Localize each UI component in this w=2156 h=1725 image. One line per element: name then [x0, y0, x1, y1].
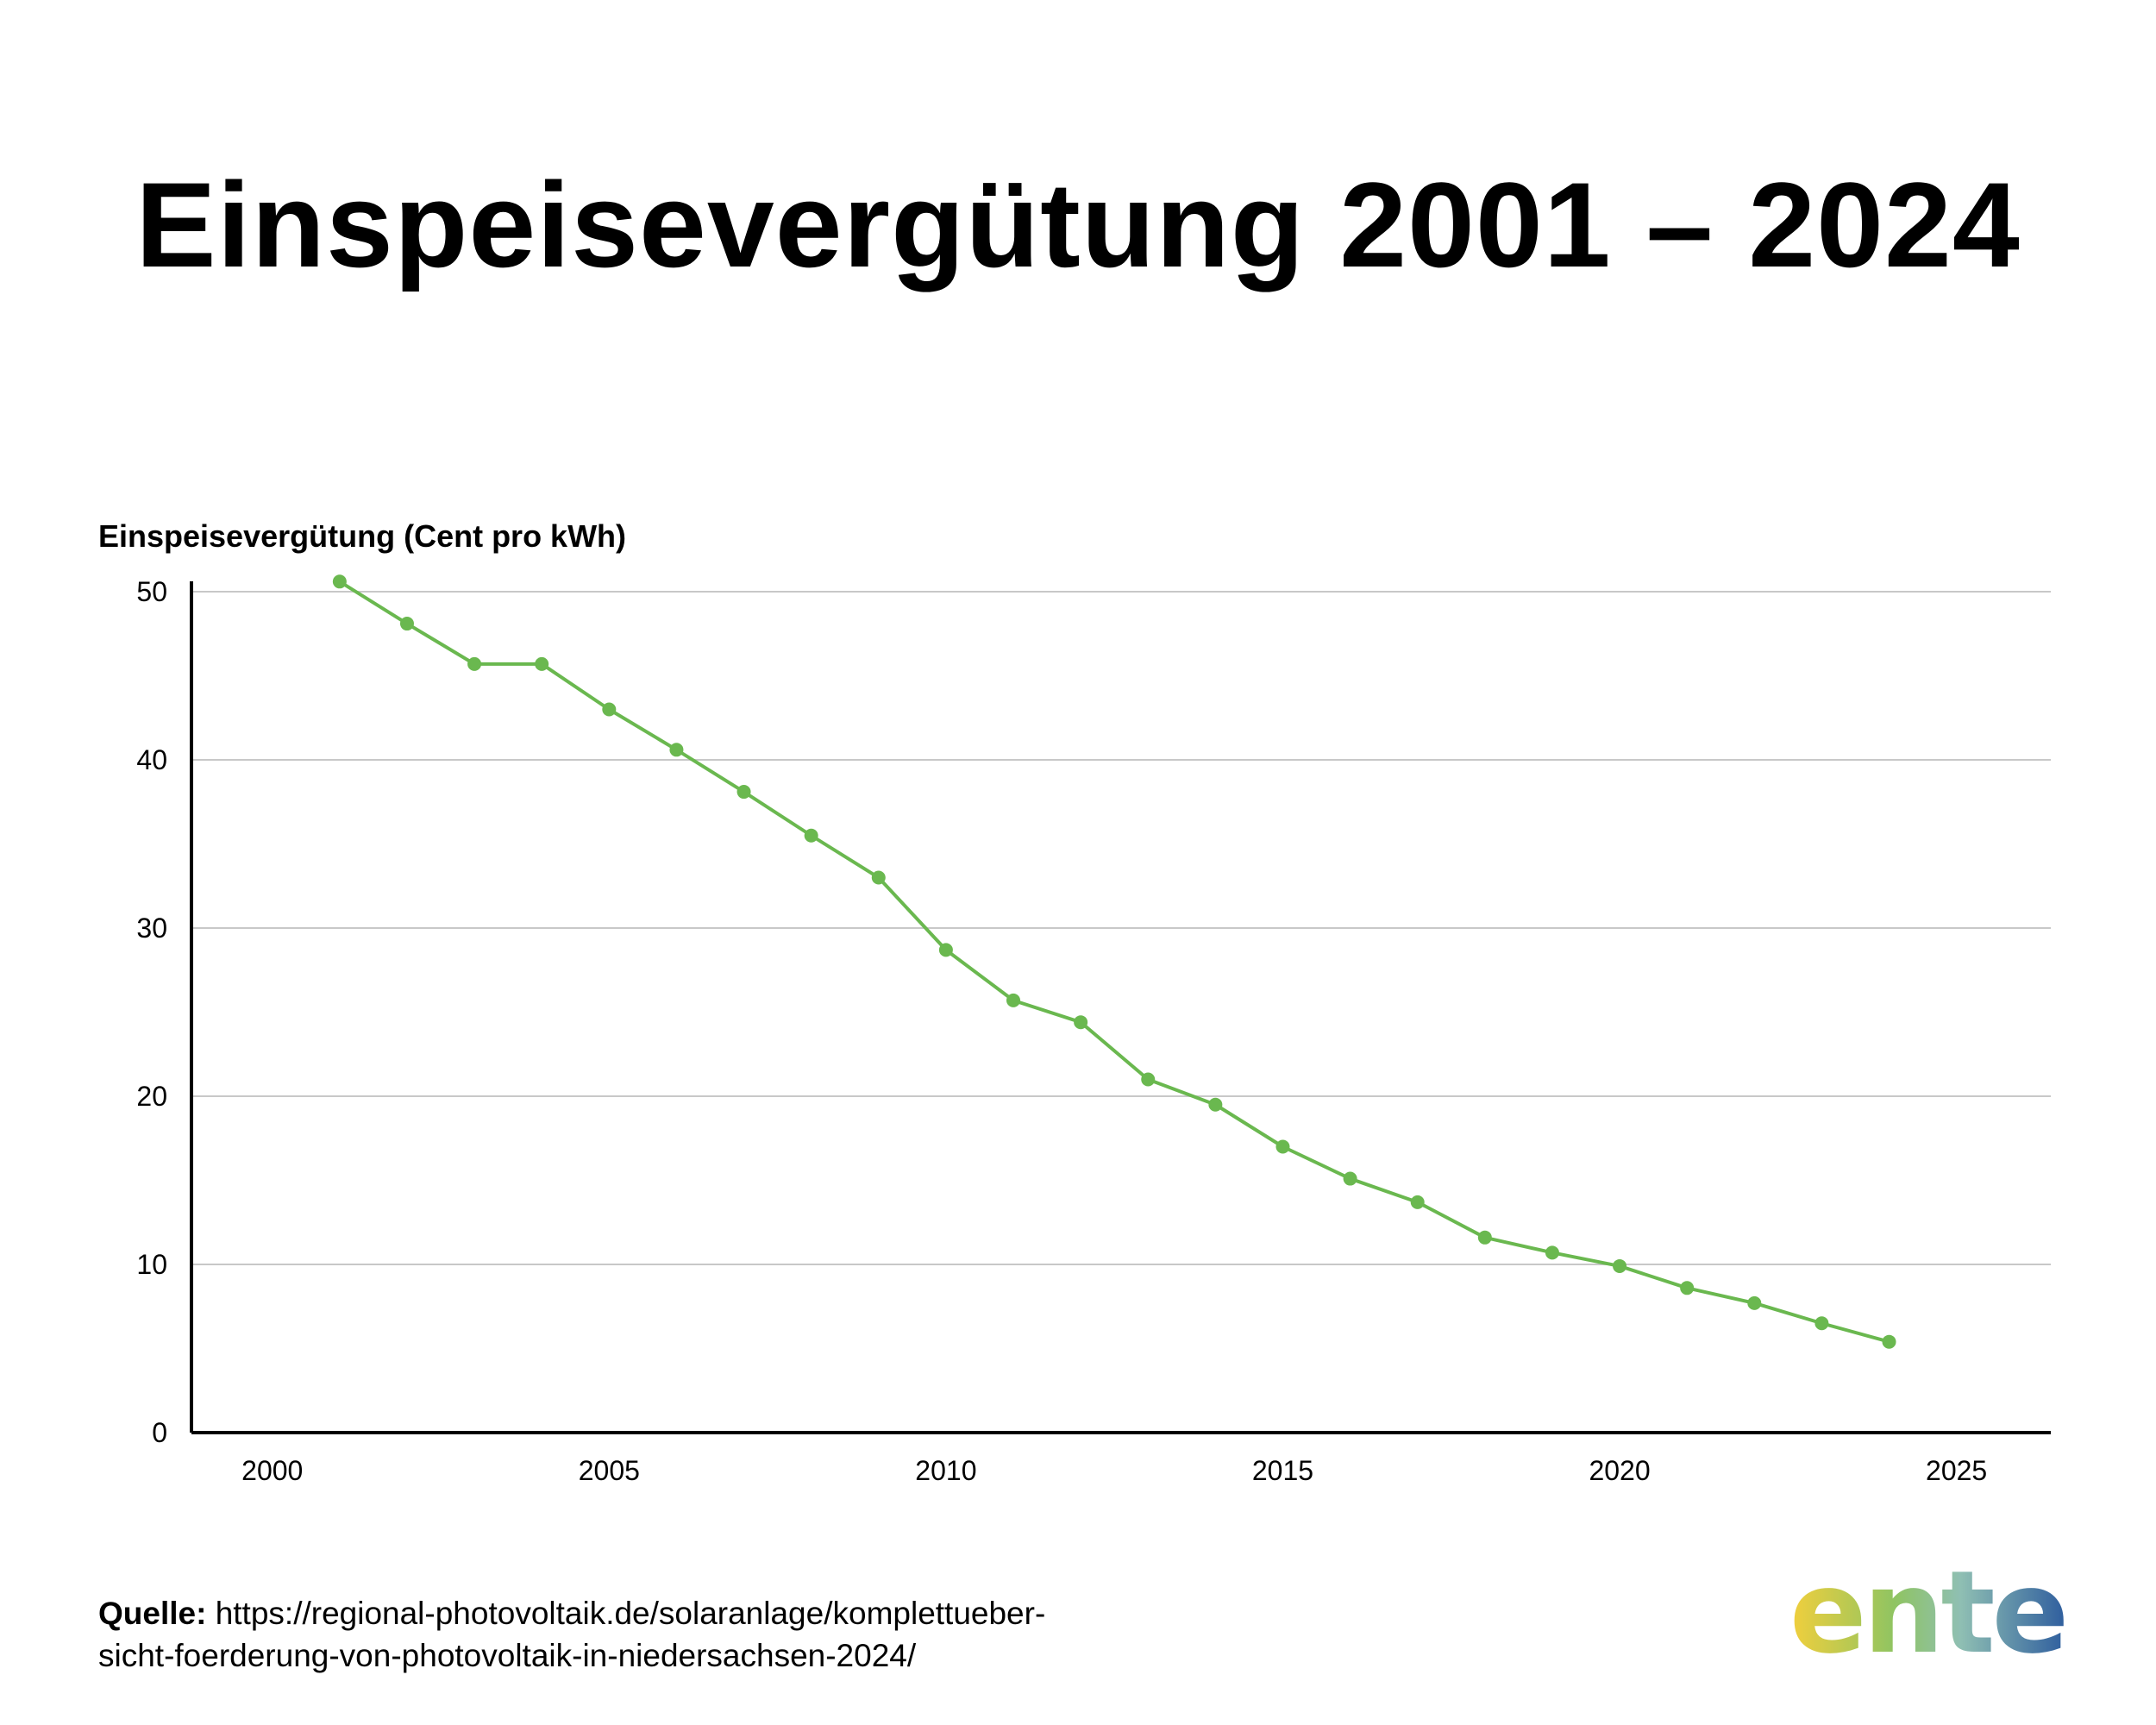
x-tick-label-2010: 2010 [915, 1455, 976, 1486]
x-tick-label-2015: 2015 [1252, 1455, 1313, 1486]
source-note: Quelle: https://regional-photovoltaik.de… [98, 1592, 1219, 1677]
y-tick-label-20: 20 [136, 1081, 167, 1112]
enter-logo: enter [1789, 1546, 2122, 1679]
y-tick-label-50: 50 [136, 576, 167, 607]
series-line [338, 580, 1890, 1344]
source-label: Quelle: [98, 1596, 207, 1631]
data-point-2009 [871, 870, 886, 885]
data-point-2014 [1208, 1097, 1223, 1112]
data-point-2012 [1074, 1015, 1088, 1030]
data-point-2005 [602, 702, 617, 717]
y-axis-label: Einspeisevergütung (Cent pro kWh) [98, 518, 626, 554]
data-point-2011 [1006, 993, 1021, 1007]
y-axis-ticks: 0 10 20 30 40 50 [136, 576, 167, 1448]
x-tick-label-2025: 2025 [1926, 1455, 1987, 1486]
x-tick-label-2000: 2000 [241, 1455, 303, 1486]
y-tick-label-40: 40 [136, 744, 167, 775]
data-point-2003 [467, 656, 482, 671]
data-point-2001 [332, 574, 347, 589]
data-point-2015 [1275, 1139, 1290, 1154]
y-tick-label-30: 30 [136, 913, 167, 944]
data-point-2024 [1882, 1334, 1896, 1349]
data-point-2002 [399, 617, 414, 631]
y-tick-label-0: 0 [152, 1417, 167, 1448]
x-tick-label-2020: 2020 [1589, 1455, 1650, 1486]
source-url-line1: https://regional-photovoltaik.de/solaran… [215, 1596, 1046, 1631]
x-tick-label-2005: 2005 [579, 1455, 640, 1486]
data-point-2023 [1814, 1316, 1829, 1331]
data-point-2004 [535, 656, 549, 671]
y-tick-label-10: 10 [136, 1249, 167, 1280]
source-url-line2: sicht-foerderung-von-photovoltaik-in-nie… [98, 1638, 917, 1673]
data-point-2021 [1680, 1281, 1695, 1295]
page-title: Einspeisevergütung 2001 – 2024 [135, 157, 2021, 292]
data-point-2008 [804, 828, 818, 843]
data-point-2019 [1545, 1245, 1559, 1260]
x-axis-ticks: 2000 2005 2010 2015 2020 2025 [241, 1455, 1987, 1486]
data-point-2020 [1613, 1258, 1627, 1273]
data-point-2006 [669, 743, 684, 757]
data-point-2022 [1747, 1295, 1762, 1310]
data-points [332, 574, 1896, 1349]
data-point-2016 [1343, 1171, 1357, 1186]
data-point-2017 [1410, 1195, 1425, 1209]
data-point-2013 [1141, 1072, 1156, 1087]
data-point-2010 [938, 943, 953, 957]
gridlines [191, 591, 2051, 1265]
data-point-2018 [1477, 1230, 1492, 1245]
data-point-2007 [736, 785, 751, 800]
